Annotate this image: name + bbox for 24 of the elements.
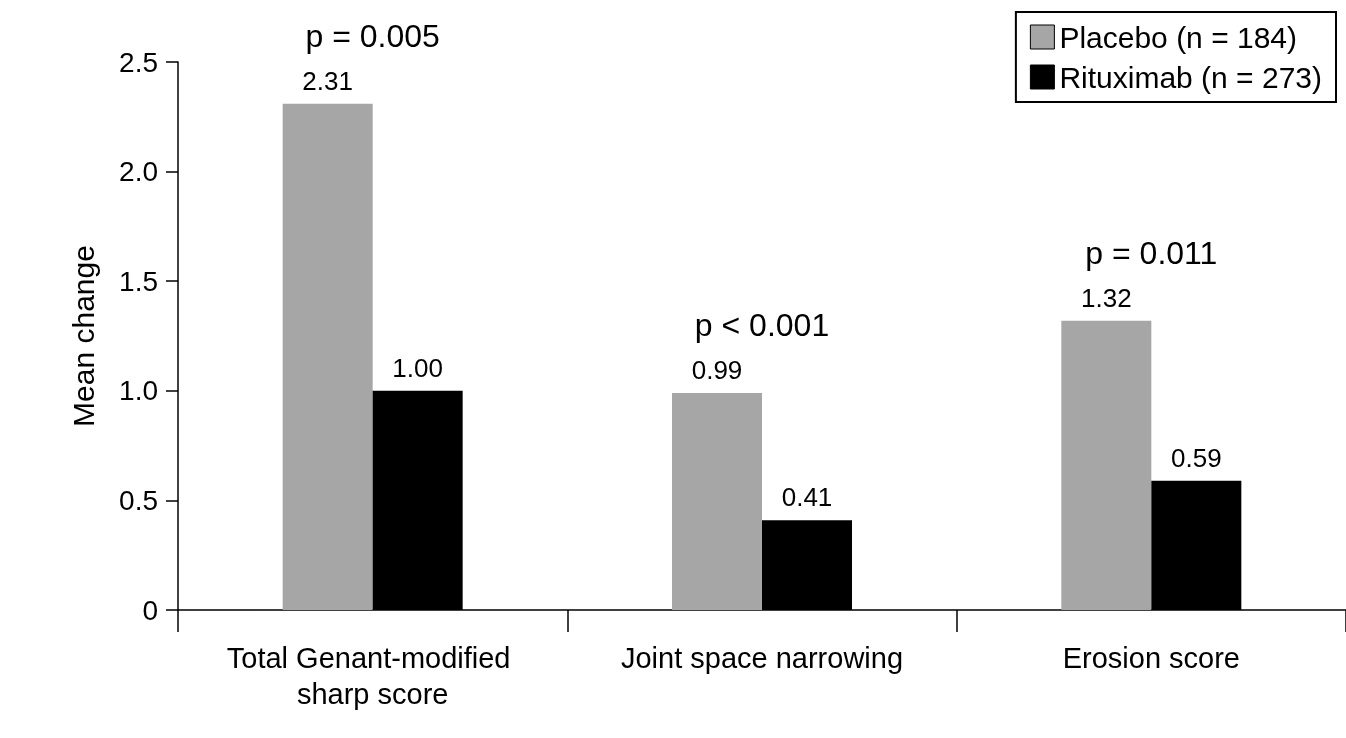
y-axis-title: Mean change <box>66 245 100 427</box>
y-tick-label: 0.5 <box>119 484 158 516</box>
y-tick-label: 2.0 <box>119 156 158 188</box>
data-label: 2.31 <box>302 65 353 96</box>
legend-label: Rituximab (n = 273) <box>1059 60 1323 94</box>
annotation: p = 0.011 <box>1085 234 1218 271</box>
data-label: 0.41 <box>781 482 833 513</box>
text: p = 0.005 <box>305 17 440 54</box>
x-tick-label: Joint space narrowing <box>620 642 904 674</box>
bar <box>282 103 373 610</box>
legend-label: Placebo (n = 184) <box>1059 20 1298 54</box>
data-label: 1.32 <box>1081 282 1132 313</box>
annotation: p < 0.001 <box>694 306 830 343</box>
data-label: 0.99 <box>691 354 743 385</box>
data-label: 0.59 <box>1171 442 1222 473</box>
y-tick-label: 2.5 <box>119 46 158 78</box>
bar <box>672 392 762 610</box>
bar <box>1061 320 1152 610</box>
x-tick-label: Total Genant-modified sharp score <box>226 642 519 710</box>
data-label: 1.00 <box>392 352 443 383</box>
y-tick-label: 1.0 <box>119 375 158 407</box>
y-tick-label: 1.5 <box>119 265 158 297</box>
y-tick-label: 0 <box>142 594 158 626</box>
x-tick-label: Erosion score <box>1062 642 1240 674</box>
